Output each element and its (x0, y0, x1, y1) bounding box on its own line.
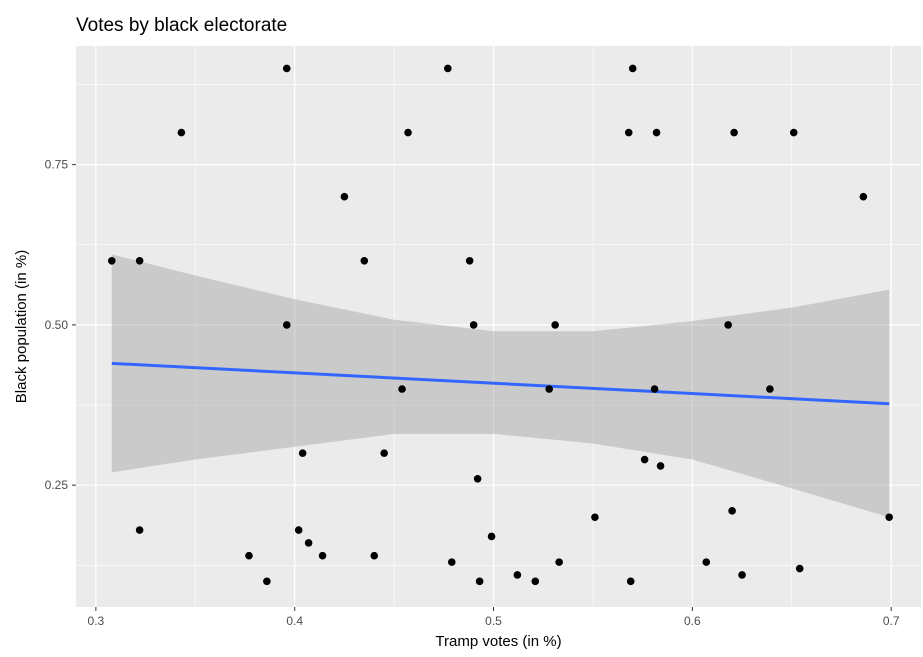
data-point (473, 474, 482, 483)
data-point (360, 256, 369, 265)
data-point (551, 321, 559, 329)
data-point (730, 128, 738, 137)
y-axis: 0.25 0.50 0.75 (45, 158, 76, 492)
data-point (318, 551, 327, 560)
data-point (650, 385, 659, 393)
data-point (656, 462, 665, 470)
data-point (626, 577, 635, 586)
data-point (465, 256, 474, 265)
data-point (177, 128, 186, 137)
data-point (859, 192, 868, 201)
data-point (447, 558, 456, 566)
data-point (444, 64, 452, 73)
x-tick-label: 0.6 (684, 614, 701, 628)
trend-line (111, 361, 890, 406)
data-point (591, 513, 599, 522)
data-point (531, 577, 540, 586)
grid-major (76, 46, 921, 607)
data-point (298, 449, 307, 457)
data-point (513, 571, 522, 579)
data-point (555, 558, 563, 566)
data-point (475, 577, 484, 586)
y-tick-label: 0.25 (45, 478, 69, 492)
data-point (370, 551, 379, 560)
data-point (628, 64, 637, 73)
plot-panel (76, 46, 921, 607)
y-tick-label: 0.50 (45, 318, 69, 332)
data-point (624, 128, 633, 137)
data-point (885, 513, 893, 522)
data-point (380, 449, 388, 457)
data-point (135, 256, 144, 265)
data-point (107, 256, 116, 265)
data-point (135, 526, 144, 534)
x-tick-label: 0.5 (485, 614, 502, 628)
chart-title: Votes by black electorate (76, 15, 287, 36)
data-point (738, 571, 746, 579)
x-tick-label: 0.3 (88, 614, 105, 628)
x-axis-title: Tramp votes (in %) (435, 633, 561, 650)
trend-line-layer (111, 361, 890, 406)
x-tick-label: 0.4 (286, 614, 303, 628)
data-point (398, 385, 406, 393)
data-point (724, 321, 732, 329)
data-point (404, 128, 412, 137)
data-point (245, 551, 253, 560)
y-axis-title: Black population (in %) (13, 250, 30, 403)
data-point (640, 455, 649, 464)
data-point (282, 64, 291, 73)
y-tick-label: 0.75 (45, 158, 69, 172)
data-point (652, 128, 661, 137)
data-point (789, 128, 798, 137)
x-tick-label: 0.7 (883, 614, 900, 628)
data-point (304, 539, 313, 547)
data-point (728, 507, 736, 515)
grid-minor (76, 46, 921, 607)
data-point (340, 192, 349, 201)
confidence-band-layer (111, 254, 890, 518)
data-point (469, 321, 478, 329)
points-layer (107, 64, 893, 586)
data-point (702, 558, 711, 566)
data-point (282, 321, 291, 329)
data-point (294, 526, 303, 534)
data-point (766, 385, 774, 393)
data-point (795, 564, 804, 573)
data-point (263, 577, 271, 586)
confidence-band (111, 254, 890, 518)
x-axis: 0.3 0.4 0.5 0.6 0.7 (88, 607, 900, 628)
data-point (545, 385, 553, 393)
data-point (487, 532, 496, 541)
